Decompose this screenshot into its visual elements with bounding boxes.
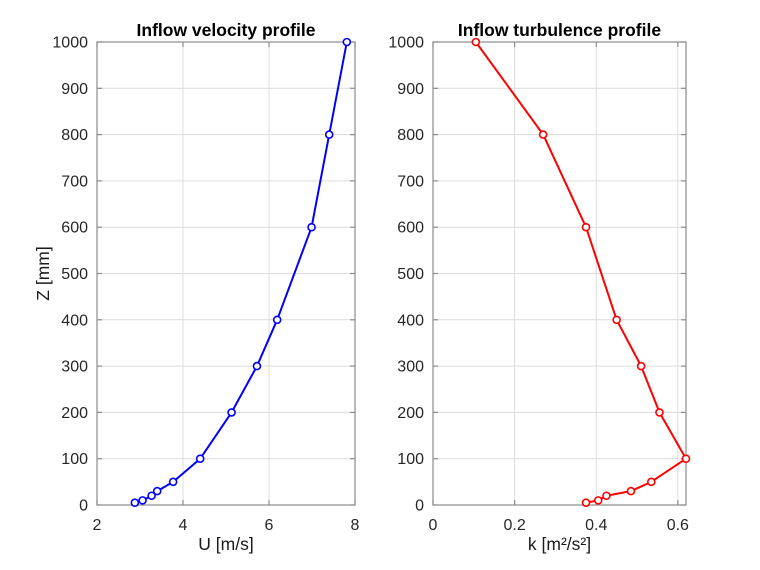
x-tick-label: 6 [265,517,274,534]
data-point-marker [168,477,178,487]
y-tick-label: 400 [61,312,88,329]
data-point-marker [602,491,611,501]
y-tick-label: 200 [397,405,424,422]
y-tick-label: 100 [397,451,424,468]
series-line [475,41,687,504]
y-tick-label: 0 [415,498,424,515]
x-tick-label: 4 [179,517,188,534]
series-line [134,41,348,504]
data-point-marker [147,491,156,501]
x-tick-label: 0.6 [667,517,689,534]
y-tick-label: 1000 [52,35,88,52]
x-tick-label: 0.2 [503,517,525,534]
data-point-marker [152,486,162,496]
y-tick-label: 800 [397,127,424,144]
data-point-marker [636,361,646,371]
x-tick-label: 0 [429,517,438,534]
y-tick-label: 0 [79,498,88,515]
y-tick-label: 1000 [388,35,424,52]
data-point-marker [307,222,316,232]
data-point-marker [538,130,548,139]
data-point-marker [252,361,262,371]
velocity-yaxis-label: Z [mm] [33,246,53,300]
velocity-plot-title: Inflow velocity profile [137,20,316,40]
y-tick-label: 100 [61,451,88,468]
y-tick-label: 500 [397,266,424,283]
turbulence-plot-title: Inflow turbulence profile [458,20,661,40]
velocity-plot-area: 2 4 6 8 0 100 200 300 400 500 600 700 800 900 1000 [52,35,359,535]
data-point-marker [626,486,636,496]
y-tick-label: 900 [397,81,424,98]
velocity-xaxis-label: U [m/s] [198,534,253,554]
y-tick-label: 500 [61,266,88,283]
data-point-marker [655,408,664,417]
x-tick-label: 8 [351,517,360,534]
y-tick-label: 300 [397,359,424,376]
data-point-marker [227,408,236,417]
data-point-marker [681,454,691,464]
y-tick-label: 800 [61,127,88,144]
y-tick-label: 900 [61,81,88,98]
data-point-marker [471,37,481,47]
x-tick-label: 0.4 [585,517,607,534]
turbulence-xaxis-label: k [m²/s²] [528,534,591,554]
x-tick-label: 2 [93,517,102,534]
data-point-marker [130,498,140,507]
data-point-marker [581,498,591,507]
y-tick-label: 700 [61,173,88,190]
data-point-marker [324,130,334,139]
data-point-marker [342,37,352,47]
y-tick-label: 300 [61,359,88,376]
y-tick-label: 200 [61,405,88,422]
data-point-marker [647,477,656,487]
y-tick-label: 600 [397,220,424,237]
y-tick-label: 400 [397,312,424,329]
y-tick-label: 600 [61,220,88,237]
y-tick-label: 700 [397,173,424,190]
data-point-marker [272,315,282,325]
data-point-marker [138,496,147,505]
data-point-marker [593,496,603,505]
data-point-marker [612,315,621,325]
turbulence-plot-area: 0 0.2 0.4 0.6 0 100 200 300 400 500 600 700 800 900 10… [388,35,691,534]
data-point-marker [581,222,591,232]
data-point-marker [195,454,205,464]
